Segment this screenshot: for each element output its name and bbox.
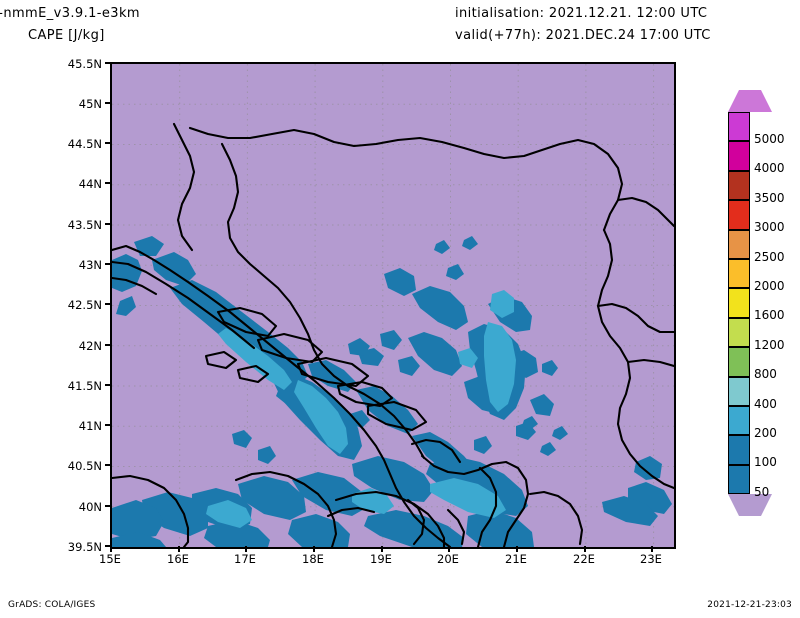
y-axis-label: 39.5N [67, 540, 102, 554]
map-plot-area [110, 62, 676, 549]
render-timestamp: 2021-12-21-23:03 [707, 600, 792, 610]
y-axis-label: 42N [78, 339, 102, 353]
x-axis-label: 22E [573, 552, 595, 566]
colorbar-segment-800 [728, 347, 750, 377]
y-tick [105, 223, 111, 225]
colorbar-segment-100 [728, 435, 750, 465]
x-axis-label: 21E [505, 552, 527, 566]
colorbar-tick-2000: 2000 [754, 279, 785, 293]
colorbar-tick-100: 100 [754, 455, 777, 470]
colorbar-tick-4000: 4000 [754, 161, 785, 176]
y-tick [105, 142, 111, 144]
y-axis-label: 45N [78, 97, 102, 111]
y-tick [105, 384, 111, 386]
y-tick [105, 263, 111, 265]
y-axis-label: 43.5N [67, 218, 102, 232]
cape-band-200 [206, 290, 516, 528]
x-axis-label: 17E [234, 552, 256, 566]
y-axis-label: 41.5N [67, 379, 102, 393]
y-tick [105, 62, 111, 64]
y-tick [105, 303, 111, 305]
x-tick [651, 546, 653, 552]
x-tick [245, 546, 247, 552]
x-tick [516, 546, 518, 552]
colorbar-tick-2500: 2500 [754, 249, 785, 264]
x-axis-label: 16E [167, 552, 189, 566]
x-tick [313, 546, 315, 552]
x-axis-label: 23E [640, 552, 662, 566]
x-tick [381, 546, 383, 552]
colorbar: 5000 4000 3500 3000 2500 2000 1600 1200 … [728, 90, 785, 516]
y-tick [105, 344, 111, 346]
colorbar-segment-1600 [728, 288, 750, 318]
map-canvas [112, 64, 674, 547]
initialisation-label: initialisation: 2021.12.21. 12:00 UTC [455, 6, 708, 21]
x-axis-label: 20E [437, 552, 459, 566]
y-axis-label: 43N [78, 258, 102, 272]
colorbar-arrow-above-max [728, 90, 772, 112]
y-axis-label: 40.5N [67, 459, 102, 473]
x-axis-label: 18E [302, 552, 324, 566]
y-axis-label: 42.5N [67, 298, 102, 312]
x-tick [110, 546, 112, 552]
colorbar-segment-4000 [728, 141, 750, 171]
x-axis-label: 15E [99, 552, 121, 566]
colorbar-tick-1200: 1200 [754, 337, 785, 352]
colorbar-tick-3500: 3500 [754, 190, 785, 205]
y-tick [105, 424, 111, 426]
y-axis-label: 44N [78, 177, 102, 191]
colorbar-tick-800: 800 [754, 367, 777, 382]
y-tick [105, 102, 111, 104]
y-tick [105, 464, 111, 466]
x-tick [448, 546, 450, 552]
colorbar-tick-400: 400 [754, 396, 777, 411]
colorbar-segment-3000 [728, 200, 750, 230]
y-axis-label: 40N [78, 500, 102, 514]
colorbar-segment-400 [728, 376, 750, 406]
colorbar-arrow-below-min [728, 494, 772, 516]
valid-time-label: valid(+77h): 2021.DEC.24 17:00 UTC [455, 28, 711, 43]
x-axis-label: 19E [370, 552, 392, 566]
colorbar-tick-3000: 3000 [754, 220, 785, 235]
colorbar-tick-200: 200 [754, 426, 777, 440]
colorbar-segment-5000 [728, 112, 750, 142]
colorbar-segment-1200 [728, 317, 750, 348]
colorbar-tick-50: 50 [754, 484, 770, 499]
y-tick [105, 545, 111, 547]
colorbar-segment-50 [728, 464, 750, 495]
y-axis-label: 41N [78, 419, 102, 433]
colorbar-segment-2500 [728, 229, 750, 259]
colorbar-segment-200 [728, 406, 750, 436]
grads-credit: GrADS: COLA/IGES [8, 600, 96, 610]
x-tick [178, 546, 180, 552]
colorbar-segment-2000 [728, 259, 750, 289]
colorbar-tick-1600: 1600 [754, 308, 785, 323]
colorbar-segment-3500 [728, 170, 750, 201]
model-title: f-nmmE_v3.9.1-e3km [0, 6, 140, 21]
x-tick [584, 546, 586, 552]
y-axis-label: 45.5N [67, 57, 102, 71]
y-tick [105, 182, 111, 184]
coastlines-and-borders [112, 122, 674, 547]
colorbar-tick-5000: 5000 [754, 132, 785, 146]
y-tick [105, 505, 111, 507]
variable-title: CAPE [J/kg] [28, 28, 105, 43]
y-axis-label: 44.5N [67, 137, 102, 151]
